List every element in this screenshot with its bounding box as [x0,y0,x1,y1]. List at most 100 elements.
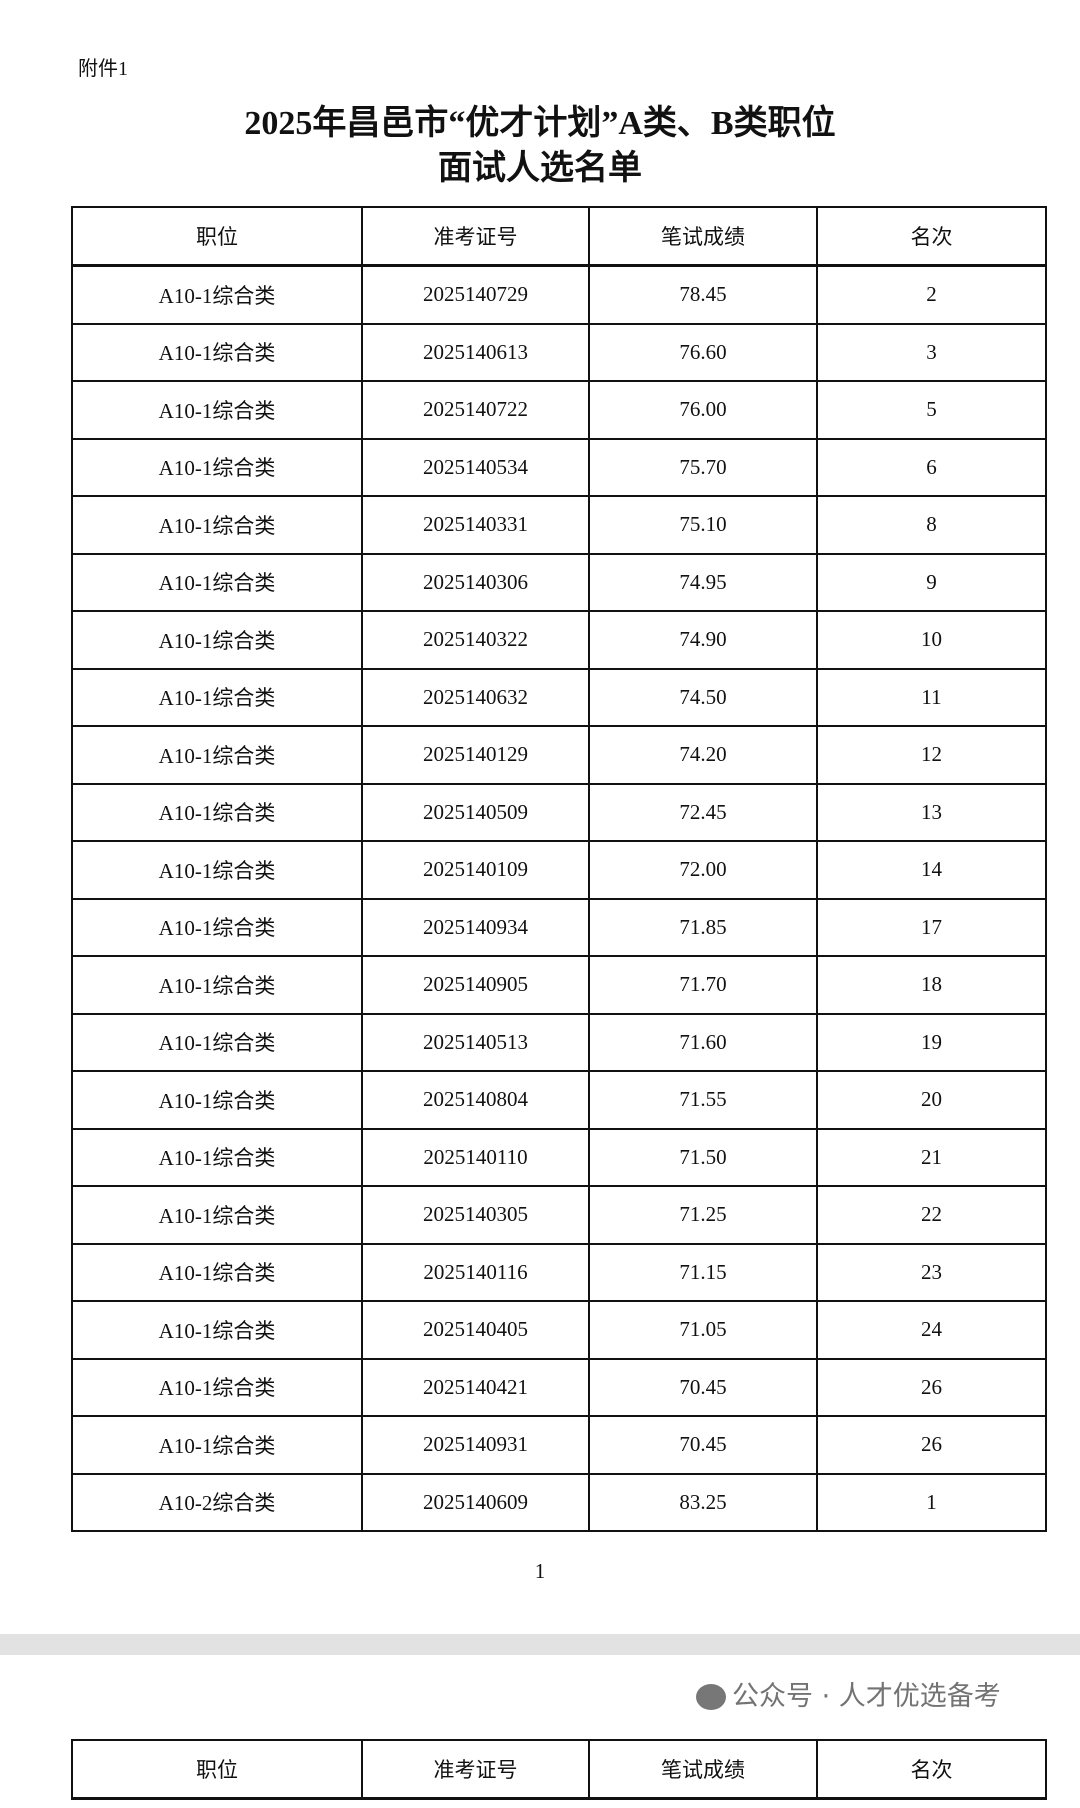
header-score: 笔试成绩 [588,206,818,267]
cell-exam-id: 2025140306 [361,552,590,612]
header-exam-id: 准考证号 [361,1739,590,1800]
cell-rank: 11 [816,667,1047,727]
cell-rank: 8 [816,495,1047,555]
attachment-label: 附件1 [78,58,128,80]
cell-exam-id: 2025140421 [361,1357,590,1417]
table-row: A10-1综合类 2025140110 71.50 21 [71,1127,1047,1187]
table-row: A10-1综合类 2025140116 71.15 23 [71,1242,1047,1302]
cell-rank: 6 [816,437,1047,497]
header-position: 职位 [71,1739,363,1800]
cell-position: A10-1综合类 [71,840,363,900]
table-row: A10-2综合类 2025140609 83.25 1 [71,1472,1047,1532]
cell-position: A10-1综合类 [71,1185,363,1245]
cell-rank: 21 [816,1127,1047,1187]
cell-position: A10-1综合类 [71,495,363,555]
cell-rank: 3 [816,322,1047,382]
cell-rank: 14 [816,840,1047,900]
cell-position: A10-1综合类 [71,322,363,382]
cell-score: 70.45 [588,1415,818,1475]
watermark: 公众号 · 人才优选备考 [696,1680,1001,1714]
cell-rank: 24 [816,1300,1047,1360]
cell-position: A10-1综合类 [71,1127,363,1187]
cell-exam-id: 2025140322 [361,610,590,670]
cell-score: 71.25 [588,1185,818,1245]
page-separator [0,1634,1080,1655]
cell-rank: 9 [816,552,1047,612]
cell-exam-id: 2025140129 [361,725,590,785]
table-row: A10-1综合类 2025140613 76.60 3 [71,322,1047,382]
cell-exam-id: 2025140722 [361,380,590,440]
cell-score: 83.25 [588,1472,818,1532]
cell-rank: 17 [816,897,1047,957]
cell-position: A10-1综合类 [71,264,363,325]
table-row: A10-1综合类 2025140934 71.85 17 [71,897,1047,957]
cell-rank: 26 [816,1357,1047,1417]
cell-rank: 10 [816,610,1047,670]
table-header-row: 职位 准考证号 笔试成绩 名次 [71,1739,1047,1800]
cell-score: 71.60 [588,1012,818,1072]
header-position: 职位 [71,206,363,267]
candidate-table: 职位 准考证号 笔试成绩 名次 A10-1综合类 2025140729 78.45 2… [71,206,1047,1532]
header-exam-id: 准考证号 [361,206,590,267]
cell-score: 71.85 [588,897,818,957]
cell-position: A10-1综合类 [71,1070,363,1130]
cell-position: A10-1综合类 [71,667,363,727]
table-row: A10-1综合类 2025140509 72.45 13 [71,782,1047,842]
cell-position: A10-1综合类 [71,1242,363,1302]
cell-exam-id: 2025140305 [361,1185,590,1245]
header-rank: 名次 [816,206,1047,267]
cell-exam-id: 2025140931 [361,1415,590,1475]
cell-position: A10-1综合类 [71,725,363,785]
cell-exam-id: 2025140934 [361,897,590,957]
cell-position: A10-2综合类 [71,1472,363,1532]
cell-exam-id: 2025140405 [361,1300,590,1360]
cell-rank: 26 [816,1415,1047,1475]
table-row: A10-1综合类 2025140306 74.95 9 [71,552,1047,612]
cell-exam-id: 2025140905 [361,955,590,1015]
cell-exam-id: 2025140534 [361,437,590,497]
header-score: 笔试成绩 [588,1739,818,1800]
cell-position: A10-1综合类 [71,1415,363,1475]
cell-rank: 2 [816,264,1047,325]
table-row: A10-1综合类 2025140421 70.45 26 [71,1357,1047,1417]
cell-position: A10-1综合类 [71,610,363,670]
cell-rank: 20 [816,1070,1047,1130]
cell-position: A10-1综合类 [71,1012,363,1072]
cell-position: A10-1综合类 [71,1300,363,1360]
table-row: A10-1综合类 2025140109 72.00 14 [71,840,1047,900]
table-row: A10-1综合类 2025140804 71.55 20 [71,1070,1047,1130]
table-row: A10-1综合类 2025140513 71.60 19 [71,1012,1047,1072]
table-row: A10-1综合类 2025140905 71.70 18 [71,955,1047,1015]
cell-score: 71.50 [588,1127,818,1187]
cell-rank: 1 [816,1472,1047,1532]
cell-score: 74.90 [588,610,818,670]
table-row: A10-1综合类 2025140305 71.25 22 [71,1185,1047,1245]
table-row: A10-1综合类 2025140729 78.45 2 [71,264,1047,325]
cell-exam-id: 2025140729 [361,264,590,325]
cell-rank: 13 [816,782,1047,842]
cell-rank: 18 [816,955,1047,1015]
cell-exam-id: 2025140509 [361,782,590,842]
cell-score: 76.60 [588,322,818,382]
cell-rank: 5 [816,380,1047,440]
cell-score: 74.95 [588,552,818,612]
cell-score: 75.10 [588,495,818,555]
table-row: A10-1综合类 2025140534 75.70 6 [71,437,1047,497]
cell-score: 70.45 [588,1357,818,1417]
cell-score: 76.00 [588,380,818,440]
cell-score: 71.15 [588,1242,818,1302]
cell-exam-id: 2025140609 [361,1472,590,1532]
cell-position: A10-1综合类 [71,897,363,957]
cell-position: A10-1综合类 [71,437,363,497]
header-rank: 名次 [816,1739,1047,1800]
cell-score: 74.50 [588,667,818,727]
cell-rank: 19 [816,1012,1047,1072]
wechat-icon [696,1684,726,1710]
cell-position: A10-1综合类 [71,782,363,842]
cell-rank: 23 [816,1242,1047,1302]
table-row: A10-1综合类 2025140632 74.50 11 [71,667,1047,727]
page-number: 1 [534,1559,546,1583]
table-row: A10-1综合类 2025140129 74.20 12 [71,725,1047,785]
cell-rank: 22 [816,1185,1047,1245]
table-row: A10-1综合类 2025140722 76.00 5 [71,380,1047,440]
